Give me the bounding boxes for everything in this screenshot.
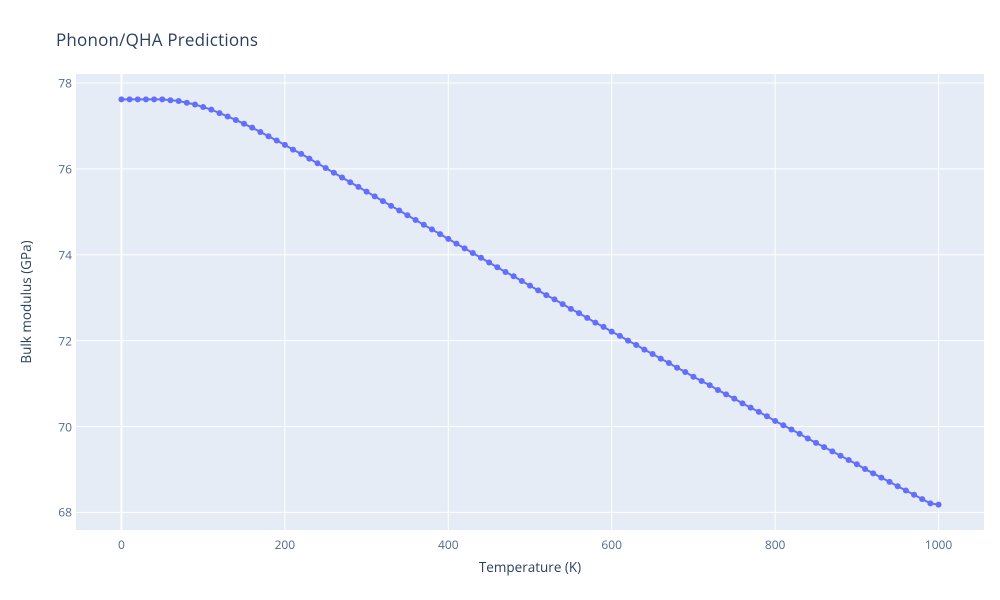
y-axis-label: Bulk modulus (GPa) — [17, 240, 35, 363]
chart-title: Phonon/QHA Predictions — [56, 28, 258, 51]
x-axis-label: Temperature (K) — [479, 558, 581, 576]
x-tick: 1000 — [925, 536, 952, 553]
chart-plot-area[interactable] — [76, 74, 984, 530]
y-tick: 74 — [52, 246, 72, 263]
y-tick: 70 — [52, 418, 72, 435]
x-tick: 0 — [118, 536, 125, 553]
y-tick: 78 — [52, 75, 72, 92]
y-tick: 72 — [52, 332, 72, 349]
y-tick: 68 — [52, 504, 72, 521]
x-tick: 400 — [438, 536, 459, 553]
y-tick: 76 — [52, 160, 72, 177]
x-tick: 200 — [275, 536, 296, 553]
x-tick: 600 — [601, 536, 622, 553]
x-tick: 800 — [765, 536, 786, 553]
